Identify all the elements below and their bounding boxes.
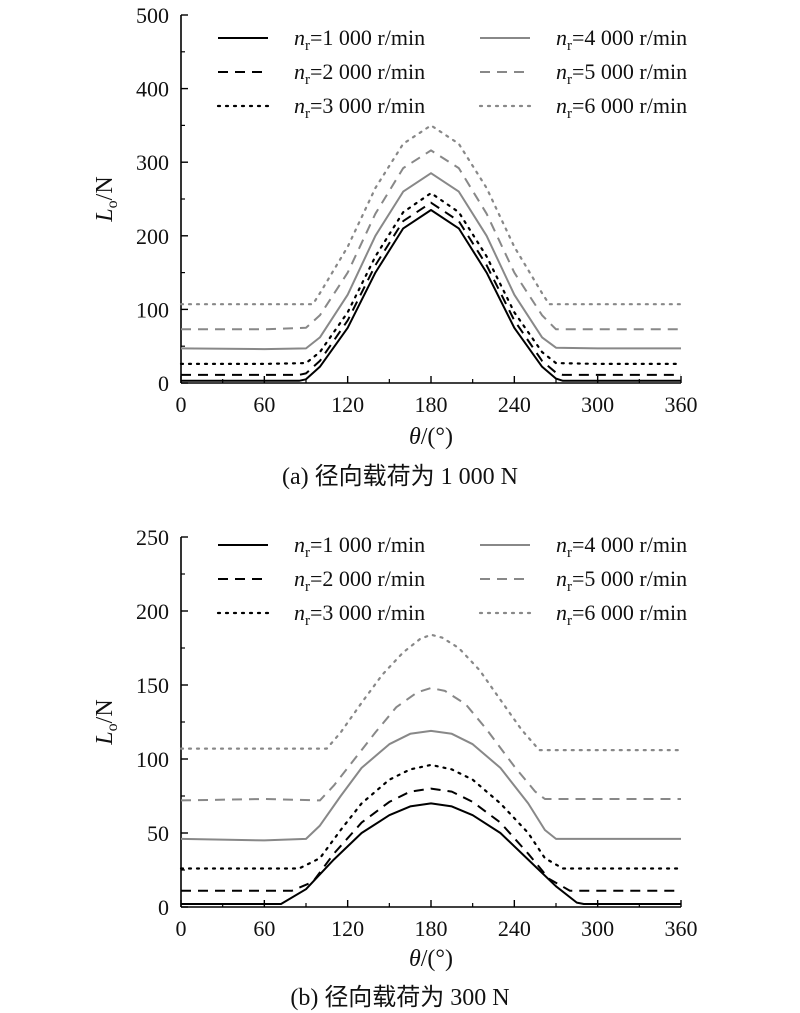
- legend-label: nr=6 000 r/min: [556, 93, 687, 122]
- series-line-2: [181, 787, 681, 892]
- legend-label: nr=2 000 r/min: [294, 59, 425, 88]
- series-line-5: [181, 149, 681, 331]
- series-line-4: [180, 172, 681, 351]
- x-axis-label: θ/(°): [409, 946, 453, 972]
- series-line-1: [181, 802, 681, 905]
- x-tick-label: 120: [331, 392, 364, 417]
- y-tick-label: 200: [136, 224, 169, 249]
- x-axis-label: θ/(°): [409, 424, 453, 450]
- y-tick-label: 200: [136, 599, 169, 624]
- y-tick-label: 100: [136, 297, 169, 322]
- legend-label: nr=4 000 r/min: [556, 25, 687, 54]
- panel-caption: (a) 径向载荷为 1 000 N: [282, 463, 518, 490]
- x-tick-label: 180: [415, 392, 448, 417]
- x-tick-label: 60: [253, 392, 275, 417]
- legend-label: nr=3 000 r/min: [294, 93, 425, 122]
- x-tick-label: 300: [581, 916, 614, 941]
- x-tick-label: 360: [665, 392, 698, 417]
- legend-label: nr=3 000 r/min: [294, 600, 425, 629]
- y-tick-label: 150: [136, 673, 169, 698]
- chart-panel-a: 0 60 120 180 240 300 360 0 100 200 300 400 500 nr=1 0…: [92, 3, 698, 490]
- y-tick-label: 0: [158, 371, 169, 396]
- y-tick-label: 0: [158, 895, 169, 920]
- x-tick-label: 300: [581, 392, 614, 417]
- y-tick-label: 400: [136, 77, 169, 102]
- x-tick-label: 0: [176, 392, 187, 417]
- series-line-1: [181, 209, 681, 382]
- panel-caption: (b) 径向载荷为 300 N: [290, 984, 509, 1011]
- y-tick-label: 250: [136, 525, 169, 550]
- x-tick-label: 120: [331, 916, 364, 941]
- series-line-2: [181, 201, 681, 376]
- series-line-6: [179, 124, 683, 306]
- y-tick-label: 100: [136, 747, 169, 772]
- series-line-5: [180, 687, 681, 802]
- y-axis-label: Lo/N: [92, 176, 121, 222]
- series-line-3: [179, 763, 683, 870]
- x-tick-label: 60: [253, 916, 275, 941]
- y-tick-label: 500: [136, 3, 169, 28]
- legend-label: nr=4 000 r/min: [556, 532, 687, 561]
- chart-panel-b: 0 60 120 180 240 300 360 0 50 100 150 200 250 nr=1 00…: [92, 525, 698, 1011]
- y-tick-label: 50: [147, 821, 169, 846]
- legend-label: nr=1 000 r/min: [294, 532, 425, 561]
- x-tick-label: 240: [498, 916, 531, 941]
- legend-label: nr=5 000 r/min: [556, 59, 687, 88]
- legend-label: nr=6 000 r/min: [556, 600, 687, 629]
- y-axis-label: Lo/N: [92, 699, 121, 745]
- legend: nr=1 000 r/min nr=2 000 r/min nr=3 000 r/m…: [216, 25, 687, 122]
- legend-label: nr=1 000 r/min: [294, 25, 425, 54]
- series-line-3: [179, 192, 683, 365]
- x-tick-label: 240: [498, 392, 531, 417]
- y-tick-label: 300: [136, 150, 169, 175]
- legend: nr=1 000 r/min nr=2 000 r/min nr=3 000 r/m…: [216, 532, 687, 629]
- legend-label: nr=2 000 r/min: [294, 566, 425, 595]
- x-tick-label: 180: [415, 916, 448, 941]
- legend-label: nr=5 000 r/min: [556, 566, 687, 595]
- x-tick-label: 360: [665, 916, 698, 941]
- series-line-4: [180, 729, 681, 842]
- series-line-6: [179, 633, 683, 752]
- x-tick-label: 0: [176, 916, 187, 941]
